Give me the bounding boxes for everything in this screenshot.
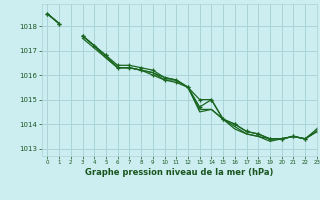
X-axis label: Graphe pression niveau de la mer (hPa): Graphe pression niveau de la mer (hPa) bbox=[85, 168, 273, 177]
